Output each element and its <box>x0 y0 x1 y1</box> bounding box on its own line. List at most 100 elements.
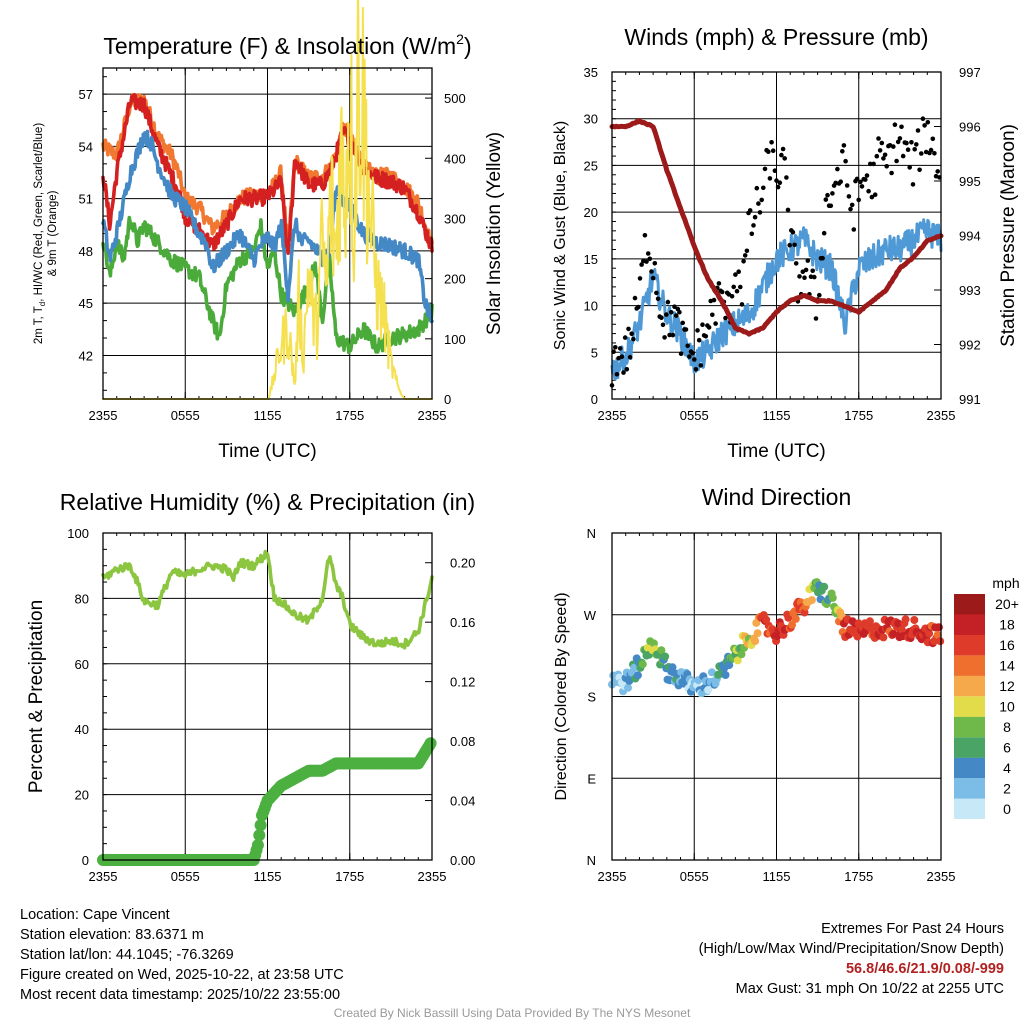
wind-gust-point <box>820 255 825 261</box>
wind-gust-point <box>733 272 738 277</box>
dir-point <box>707 668 716 677</box>
temperature-panel: 42 45 48 51 54 57 0 100 200 300 400 500 2355 0555 1155… <box>33 0 505 462</box>
wind-gust-point <box>673 313 679 318</box>
temp-xtick-label: 2355 <box>89 408 118 423</box>
wind-gust-point <box>759 197 764 203</box>
wind-gust-point <box>821 230 827 236</box>
wind-gust-point <box>723 315 728 321</box>
wind-gust-point <box>874 153 880 159</box>
wind-gust-point <box>665 299 671 305</box>
wind-gust-point <box>915 128 921 133</box>
wind-gust-point <box>713 321 718 326</box>
wind-y2tick-label: 992 <box>959 338 981 353</box>
colorbar-label: 16 <box>999 637 1015 653</box>
wind-gust-point <box>636 304 641 310</box>
info-timestamp: Most recent data timestamp: 2025/10/22 2… <box>20 987 341 1003</box>
wind-y2tick-label: 996 <box>959 120 981 135</box>
wind-gust-point <box>935 169 940 174</box>
wind-gust-point <box>835 166 840 172</box>
credit-line: Created By Nick Bassill Using Data Provi… <box>333 1006 691 1020</box>
dir-ytick-label: N <box>587 526 596 541</box>
wind-gust-point <box>879 140 885 146</box>
wind-gust-point <box>698 363 704 368</box>
wind-panel: 0 5 10 15 20 25 30 35 991 992 993 994 995 996 997 2355 0… <box>552 24 1019 462</box>
wind-gust-point <box>747 208 753 213</box>
dir-point <box>638 660 647 669</box>
rh-xtick-label: 2355 <box>418 869 447 884</box>
wind-gust-point <box>649 269 654 274</box>
wind-ylabel-right: Station Pressure (Maroon) <box>998 124 1019 347</box>
dir-point <box>624 683 632 692</box>
wind-gust-point <box>683 327 689 332</box>
wind-gust-point <box>738 284 743 290</box>
wind-gust-point <box>751 223 756 228</box>
dir-point <box>936 637 945 646</box>
wind-gust-point <box>664 312 669 317</box>
wind-gust-point <box>703 334 709 339</box>
dir-point <box>879 633 888 642</box>
dir-ytick-label: N <box>587 853 596 868</box>
dir-point <box>853 632 862 641</box>
dir-point <box>649 639 658 648</box>
wind-gust-point <box>659 315 664 321</box>
wind-gust-point <box>891 144 896 149</box>
dir-point <box>897 625 906 634</box>
dir-point <box>788 620 797 629</box>
colorbar-swatch <box>954 634 985 656</box>
colorbar-label: 2 <box>1003 780 1011 796</box>
colorbar-swatch <box>954 737 985 758</box>
temp-title-sup: 2 <box>456 31 464 47</box>
wind-gust-point <box>734 288 740 294</box>
rh-xtick-label: 0555 <box>171 869 200 884</box>
dir-point <box>657 646 666 655</box>
wind-gust-point <box>621 370 626 375</box>
wind-gust-point <box>631 336 636 342</box>
rh-y2tick-label: 0.00 <box>450 853 475 868</box>
temp-ylabel-1: 2m T, Td, HI/WC (Red, Green, Scarlet/Blu… <box>33 123 47 344</box>
wind-gust-point <box>678 351 684 357</box>
wind-ylabel-left: Sonic Wind & Gust (Blue, Black) <box>552 121 569 350</box>
wind-gust-point <box>792 242 797 248</box>
rh-ytick-label: 0 <box>82 853 89 868</box>
wind-gust-point <box>910 182 916 187</box>
wind-gust-point <box>687 354 692 359</box>
wind-gust-point <box>871 161 876 167</box>
wind-gust-point <box>639 262 644 267</box>
temp-ylabel-sub: d <box>38 302 47 306</box>
dir-point <box>889 629 898 638</box>
dir-point <box>800 608 809 617</box>
rh-ytick-label: 40 <box>75 722 89 737</box>
temp-ytick-label: 54 <box>79 139 93 154</box>
wind-gust-point <box>670 332 676 338</box>
dir-xtick-label: 1755 <box>844 869 873 884</box>
wind-gust-point <box>899 124 904 130</box>
wind-gust-point <box>624 367 630 372</box>
dir-point <box>933 630 942 639</box>
info-location: Location: Cape Vincent <box>20 907 170 923</box>
dir-xtick-label: 2355 <box>927 869 956 884</box>
wind-gust-point <box>696 337 702 343</box>
dir-point <box>865 617 874 626</box>
temp-y2tick-label: 400 <box>444 151 466 166</box>
temp-ytick-label: 45 <box>79 296 93 311</box>
wind-gust-point <box>817 292 822 298</box>
info-created: Figure created on Wed, 2025-10-22, at 23… <box>20 967 344 983</box>
wind-gust-point <box>693 367 699 372</box>
extremes-values: 56.8/46.6/21.9/0.08/-999 <box>845 961 1004 977</box>
wind-gust-point <box>844 183 850 188</box>
wind-gust-point <box>876 136 881 141</box>
dir-point <box>630 663 639 672</box>
wind-sonic-line <box>610 218 943 381</box>
wind-gust-point <box>846 194 852 199</box>
rh-precip-point <box>251 839 264 852</box>
wind-xtick-label: 2355 <box>598 408 627 423</box>
wind-gust-point <box>692 357 697 362</box>
wind-gust-point <box>785 207 791 213</box>
colorbar-label: 0 <box>1003 801 1011 817</box>
rh-xtick-label: 2355 <box>89 869 118 884</box>
temp-ylabel-right: Solar Insolation (Yellow) <box>484 132 505 335</box>
wind-gust-point <box>752 214 758 220</box>
wind-gust-point <box>690 350 695 356</box>
wind-gust-point <box>917 167 922 173</box>
rh-title: Relative Humidity (%) & Precipitation (i… <box>60 489 475 515</box>
